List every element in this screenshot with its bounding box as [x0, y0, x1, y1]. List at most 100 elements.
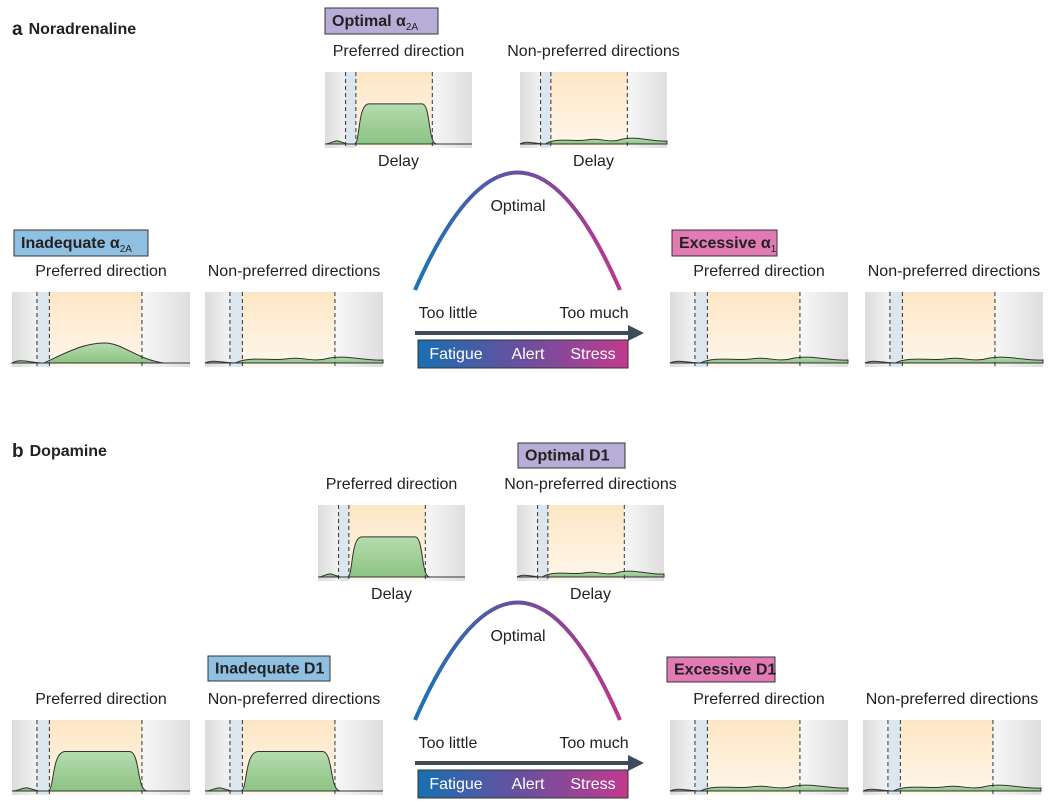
x-label: Delay [573, 153, 614, 170]
plot-pre [670, 720, 695, 795]
firing-trace [519, 137, 668, 145]
raster-plot [317, 505, 465, 581]
plot-response [627, 72, 667, 148]
raster-plot [204, 292, 384, 367]
condition-label: Inadequate D1 [215, 661, 324, 678]
condition-box [671, 229, 778, 257]
plot-cue [229, 292, 243, 367]
plot-pre [205, 292, 230, 367]
plot-delay [550, 72, 628, 148]
plot-delay [547, 505, 625, 581]
condition-label: Inadequate α2A [21, 235, 132, 254]
plot-pre [863, 720, 888, 795]
plot-title: Non-preferred directions [868, 263, 1041, 280]
curve-left-label: Too little [419, 735, 478, 752]
plot-response [799, 720, 848, 795]
plot-response [799, 292, 848, 367]
condition-box [324, 7, 439, 35]
plot-response [334, 720, 383, 795]
plot-cue [889, 292, 903, 367]
plot-title: Non-preferred directions [504, 476, 677, 493]
x-label: Delay [371, 586, 412, 603]
plot-cue [694, 292, 708, 367]
plot-response [141, 292, 190, 367]
arousal-scale [417, 339, 629, 369]
plot-delay [707, 292, 800, 367]
scale-label: Stress [570, 346, 615, 363]
plot-response [624, 505, 664, 581]
plot-cue [694, 720, 708, 795]
condition-subscript: 1 [771, 244, 777, 255]
firing-trace [862, 784, 1042, 792]
condition-subscript: 2A [120, 244, 133, 255]
curve-peak-label: Optimal [490, 198, 545, 215]
plot-delay [242, 292, 335, 367]
scale-label: Alert [512, 346, 545, 363]
plot-title: Preferred direction [693, 691, 825, 708]
plot-cue [36, 292, 50, 367]
curve-left-label: Too little [419, 305, 478, 322]
plot-delay [902, 292, 995, 367]
raster-plot [862, 720, 1042, 795]
firing-trace [516, 570, 665, 578]
panel-letter: b [12, 441, 24, 462]
plot-title: Preferred direction [693, 263, 825, 280]
condition-box [517, 442, 626, 469]
condition-name: Optimal D1 [525, 448, 610, 465]
condition-subscript: 2A [406, 22, 419, 33]
firing-trace [317, 536, 465, 578]
firing-trace [204, 751, 383, 792]
plot-title: Non-preferred directions [507, 43, 680, 60]
arrow-head [628, 755, 644, 771]
plot-response [141, 720, 190, 795]
x-label: Delay [378, 153, 419, 170]
raster-plot [669, 720, 849, 795]
condition-label: Excessive α1 [679, 235, 777, 254]
raster-plot [324, 72, 472, 148]
panel-heading: b Dopamine [12, 441, 107, 462]
plot-pre [520, 72, 541, 148]
plot-cue [540, 72, 551, 148]
scale-label: Stress [570, 776, 615, 793]
panel-heading: a Noradrenaline [12, 19, 136, 40]
raster-plot [11, 720, 190, 795]
arousal-scale [417, 769, 629, 799]
plot-cue [537, 505, 548, 581]
plot-cue [345, 72, 356, 148]
scale-label: Fatigue [429, 776, 482, 793]
plot-title: Non-preferred directions [866, 691, 1039, 708]
plot-pre [670, 292, 695, 367]
arrow-head [628, 325, 644, 341]
curve-right-label: Too much [559, 305, 628, 322]
raster-plot [10, 292, 190, 367]
plot-pre [325, 72, 346, 148]
panel-title: Dopamine [30, 443, 107, 460]
condition-box [207, 655, 331, 682]
firing-trace [204, 356, 384, 364]
condition-name: Optimal α [332, 13, 406, 30]
scale-label: Alert [512, 776, 545, 793]
condition-box [666, 656, 776, 683]
curve-peak-label: Optimal [490, 628, 545, 645]
scale-label: Fatigue [429, 346, 482, 363]
plot-delay [707, 720, 800, 795]
firing-trace [864, 356, 1044, 364]
plot-title: Preferred direction [35, 263, 167, 280]
firing-trace [10, 342, 190, 364]
curve-right-label: Too much [559, 735, 628, 752]
plot-response [992, 720, 1041, 795]
plot-delay [900, 720, 993, 795]
plot-pre [12, 720, 37, 795]
condition-label: Excessive D1 [674, 662, 776, 679]
plot-cue [229, 720, 243, 795]
plot-response [432, 72, 472, 148]
plot-pre [205, 720, 230, 795]
firing-trace [669, 784, 849, 792]
raster-plot [864, 292, 1044, 367]
plot-pre [12, 292, 37, 367]
raster-plot [516, 505, 665, 581]
condition-name: Excessive D1 [674, 662, 776, 679]
plot-title: Preferred direction [333, 43, 465, 60]
condition-name: Excessive α [679, 235, 771, 252]
